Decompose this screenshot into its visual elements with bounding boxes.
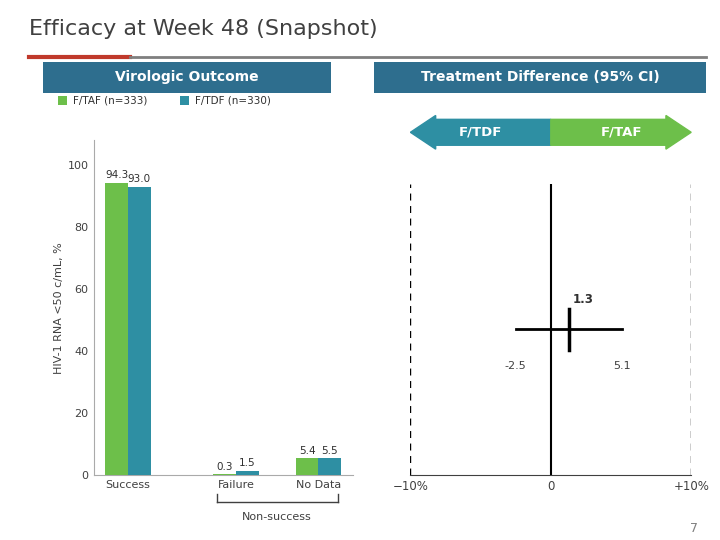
Bar [296,458,318,475]
Text: Non-success: Non-success [243,512,312,522]
Bar [318,458,341,475]
Text: -2.5: -2.5 [505,361,526,372]
Text: 0.3: 0.3 [217,462,233,472]
Y-axis label: HIV-1 RNA <50 c/mL, %: HIV-1 RNA <50 c/mL, % [53,242,63,374]
Text: 5.1: 5.1 [613,361,631,372]
Text: 7: 7 [690,522,698,535]
Bar [236,470,258,475]
Bar [213,474,236,475]
Text: Efficacy at Week 48 (Snapshot): Efficacy at Week 48 (Snapshot) [29,19,377,39]
Text: 1.5: 1.5 [239,458,256,468]
Text: F/TAF: F/TAF [600,126,642,139]
Text: Treatment Difference (95% CI): Treatment Difference (95% CI) [420,70,660,84]
Text: 93.0: 93.0 [127,174,151,185]
Bar [105,183,128,475]
Text: 1.3: 1.3 [572,293,593,306]
Text: F/TDF (n=330): F/TDF (n=330) [195,96,271,106]
Bar [128,187,150,475]
Text: 94.3: 94.3 [105,171,128,180]
Text: F/TAF (n=333): F/TAF (n=333) [73,96,147,106]
Text: 5.4: 5.4 [299,446,315,456]
Text: Virologic Outcome: Virologic Outcome [115,70,259,84]
Text: 5.5: 5.5 [321,446,338,456]
Text: F/TDF: F/TDF [459,126,503,139]
